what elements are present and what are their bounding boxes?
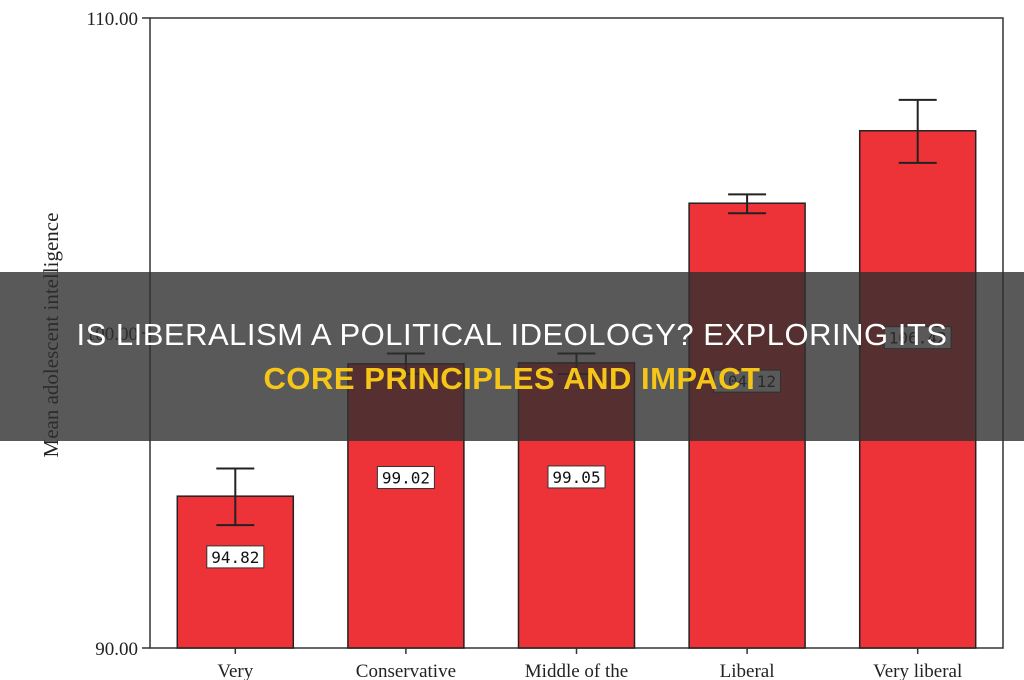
data-label-box — [376, 466, 435, 490]
data-label-box — [547, 465, 606, 489]
x-tick-label: Very — [217, 661, 253, 680]
data-label: 94.82 — [211, 548, 259, 567]
y-tick-label: 110.00 — [86, 9, 138, 30]
x-tick-label: Very liberal — [873, 661, 962, 680]
banner-title-line-1: IS LIBERALISM A POLITICAL IDEOLOGY? EXPL… — [76, 316, 948, 352]
banner-title-line-2: CORE PRINCIPLES AND IMPACT — [263, 360, 761, 396]
x-tick-label: Liberal — [720, 661, 775, 680]
x-axis: Very Conservative Middle of the Liberal Very… — [217, 648, 962, 680]
x-tick-label: Middle of the — [525, 661, 628, 680]
x-tick-label: Conservative — [356, 661, 456, 680]
data-label: 99.02 — [382, 469, 430, 488]
data-label-box — [206, 545, 265, 569]
y-tick-label: 90.00 — [95, 639, 138, 660]
data-label: 99.05 — [552, 468, 600, 487]
title-banner: IS LIBERALISM A POLITICAL IDEOLOGY? EXPL… — [0, 272, 1024, 441]
